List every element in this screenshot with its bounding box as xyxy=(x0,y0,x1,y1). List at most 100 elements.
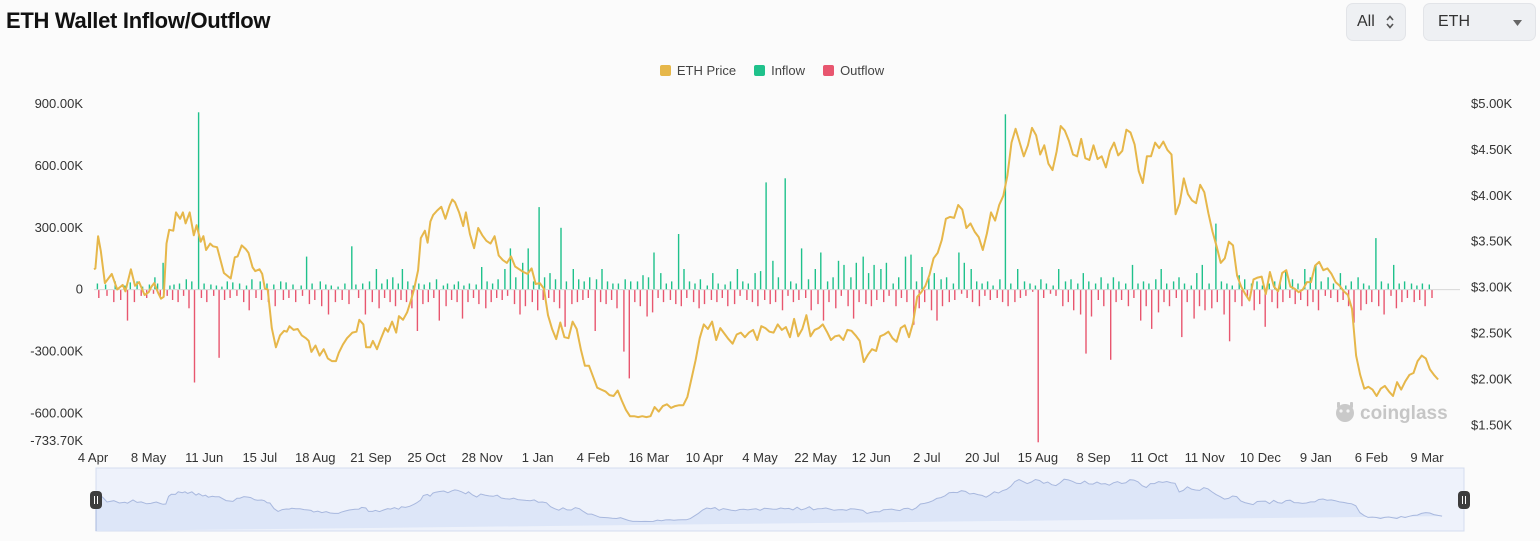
inflow-bar xyxy=(880,269,882,290)
inflow-bar xyxy=(759,271,762,290)
outflow-bar xyxy=(1390,289,1392,296)
outflow-bar xyxy=(1049,289,1052,294)
inflow-bar xyxy=(1231,285,1233,290)
inflow-bar xyxy=(873,264,875,290)
outflow-bar xyxy=(140,289,142,296)
outflow-bar xyxy=(798,289,800,300)
outflow-bar xyxy=(308,289,311,305)
inflow-bar xyxy=(1029,283,1031,290)
outflow-bar xyxy=(651,289,654,313)
outflow-bar xyxy=(610,289,613,300)
outflow-bar xyxy=(133,289,136,303)
x-tick-label: 4 May xyxy=(742,450,778,465)
inflow-bar xyxy=(1403,281,1406,290)
coin-select[interactable]: ETH xyxy=(1423,3,1536,41)
outflow-bar xyxy=(1253,289,1255,311)
inflow-bar xyxy=(210,284,212,290)
outflow-bar xyxy=(847,289,849,307)
outflow-bar xyxy=(996,289,998,298)
outflow-bar xyxy=(948,289,950,303)
inflow-bar xyxy=(1309,277,1311,290)
outflow-bar xyxy=(616,289,618,309)
outflow-bar xyxy=(587,289,589,298)
inflow-bar xyxy=(928,277,930,290)
inflow-bar xyxy=(191,281,193,290)
inflow-bar xyxy=(1023,281,1026,290)
inflow-bar xyxy=(549,273,551,290)
inflow-bar xyxy=(560,227,562,290)
legend-item-inflow[interactable]: Inflow xyxy=(754,63,805,78)
outflow-bar xyxy=(1413,289,1415,303)
inflow-bar xyxy=(527,248,529,290)
outflow-bar xyxy=(639,289,641,307)
outflow-bar xyxy=(485,289,487,309)
outflow-bar xyxy=(906,289,908,303)
inflow-bar xyxy=(418,283,420,290)
inflow-bar xyxy=(826,281,829,290)
inflow-bar xyxy=(1428,284,1430,290)
outflow-bar xyxy=(519,289,521,315)
range-select[interactable]: All xyxy=(1346,3,1406,41)
outflow-bar xyxy=(321,289,323,307)
inflow-bar xyxy=(423,284,425,290)
inflow-bar xyxy=(970,269,972,290)
inflow-bar xyxy=(1208,283,1210,290)
svg-text:coinglass: coinglass xyxy=(1360,403,1448,424)
outflow-bar xyxy=(576,289,579,303)
outflow-bar xyxy=(1001,289,1004,303)
outflow-bar xyxy=(662,289,665,303)
inflow-bar xyxy=(583,281,585,290)
inflow-bar xyxy=(1107,283,1109,290)
inflow-bar xyxy=(185,279,187,290)
inflow-bar xyxy=(515,277,517,290)
outflow-bar xyxy=(1401,289,1403,303)
inflow-swatch xyxy=(754,65,766,76)
inflow-bar xyxy=(754,273,756,290)
inflow-bar xyxy=(457,281,460,290)
inflow-bar xyxy=(1256,281,1258,290)
inflow-bar xyxy=(578,279,580,290)
outflow-bar xyxy=(501,289,503,300)
outflow-bar xyxy=(1395,289,1398,309)
inflow-bar xyxy=(694,283,696,290)
inflow-bar xyxy=(169,285,171,290)
inflow-bar xyxy=(1285,271,1287,290)
outflow-bar xyxy=(751,289,754,303)
outflow-bar xyxy=(213,289,215,296)
inflow-bar xyxy=(305,256,308,290)
navigator-right-handle[interactable] xyxy=(1458,491,1470,509)
outflow-bar xyxy=(188,289,190,309)
updown-chevron-icon xyxy=(1386,15,1394,29)
outflow-bar xyxy=(1360,289,1362,311)
outflow-bar xyxy=(646,289,648,317)
inflow-bar xyxy=(814,269,816,290)
inflow-bar xyxy=(1332,283,1335,290)
x-tick-label: 15 Jul xyxy=(242,450,277,465)
outflow-bar xyxy=(1175,289,1177,298)
left-tick-label: 0 xyxy=(76,282,83,297)
inflow-bar xyxy=(898,277,900,290)
inflow-bar xyxy=(807,279,810,290)
left-tick-label: -733.70K xyxy=(30,433,83,448)
outflow-bar xyxy=(236,289,238,296)
inflow-bar xyxy=(1131,264,1134,290)
outflow-bar xyxy=(781,289,784,311)
navigator-left-handle[interactable] xyxy=(90,491,102,509)
inflow-bar xyxy=(717,283,719,290)
inflow-bar xyxy=(491,283,494,290)
inflow-bar xyxy=(1244,279,1246,290)
outflow-bar xyxy=(721,289,723,298)
inflow-bar xyxy=(468,283,471,290)
x-tick-label: 10 Dec xyxy=(1240,450,1282,465)
range-navigator[interactable] xyxy=(90,467,1470,532)
inflow-bar xyxy=(509,248,512,290)
inflow-bar xyxy=(820,252,822,290)
inflow-bar xyxy=(486,281,488,290)
outflow-bar xyxy=(727,289,729,307)
inflow-bar xyxy=(238,283,241,290)
legend-item-price[interactable]: ETH Price xyxy=(659,63,736,78)
legend-item-outflow[interactable]: Outflow xyxy=(823,63,884,78)
inflow-bar xyxy=(1070,279,1072,290)
inflow-bar xyxy=(1017,269,1019,290)
inflow-bar xyxy=(915,281,918,290)
